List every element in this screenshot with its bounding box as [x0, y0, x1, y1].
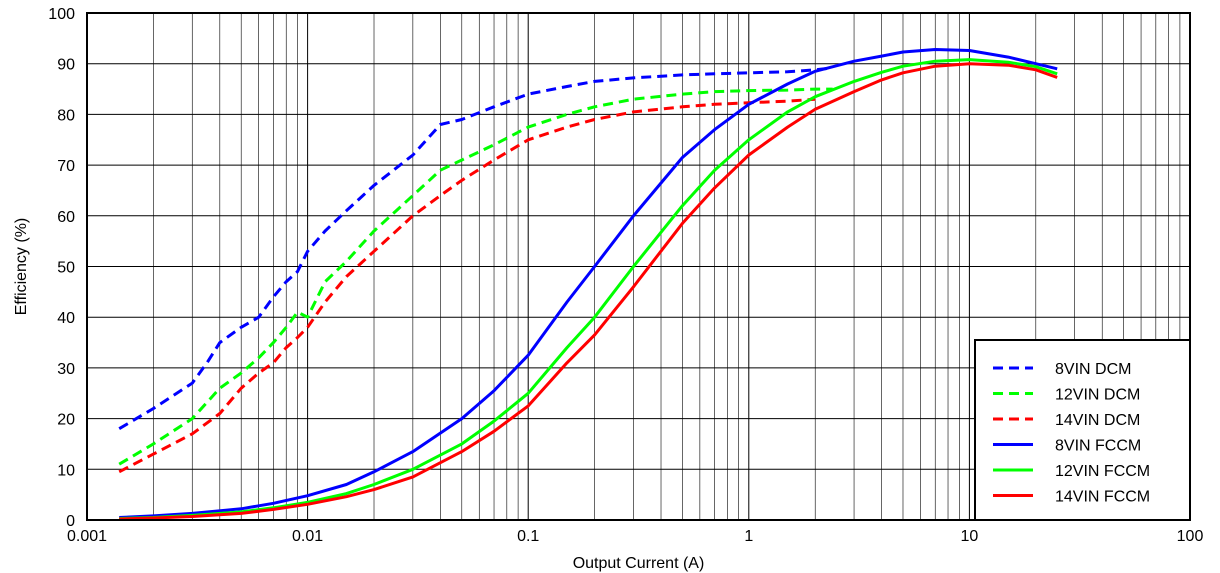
series-line-3	[118, 97, 816, 474]
y-tick-label: 70	[57, 158, 75, 175]
series-line-5	[119, 58, 1058, 520]
x-axis-title: Output Current (A)	[573, 555, 705, 572]
legend-label: 12VIN FCCM	[1055, 463, 1150, 480]
legend-label: 14VIN DCM	[1055, 412, 1140, 429]
y-tick-label: 60	[57, 209, 75, 226]
y-tick-label: 80	[57, 107, 75, 124]
series-line-6	[119, 62, 1058, 521]
y-tick-label: 90	[57, 57, 75, 74]
legend-label: 12VIN DCM	[1055, 387, 1140, 404]
x-axis-ticks: 0.001 0.01 0.1 1 10 100	[67, 528, 1203, 545]
plot-area	[118, 48, 1058, 521]
legend-box	[974, 339, 1191, 521]
y-tick-label: 100	[48, 6, 75, 23]
x-tick-label: 0.001	[67, 528, 107, 545]
series-line-2	[118, 87, 833, 466]
y-tick-label: 30	[57, 361, 75, 378]
y-axis-ticks: 0 10 20 30 40 50 60 70 80 90 100	[48, 6, 75, 530]
x-tick-label: 1	[744, 528, 753, 545]
y-tick-label: 10	[57, 462, 75, 479]
legend: 8VIN DCM 12VIN DCM 14VIN DCM 8VIN FCCM 12VIN…	[974, 339, 1191, 521]
y-tick-label: 50	[57, 260, 75, 277]
y-axis-title: Efficiency (%)	[13, 218, 30, 316]
plot-frame	[86, 12, 1191, 521]
series-line-4	[119, 48, 1058, 519]
y-tick-label: 0	[66, 513, 75, 530]
y-tick-label: 40	[57, 310, 75, 327]
series-line-1	[118, 66, 833, 430]
legend-label: 14VIN FCCM	[1055, 489, 1150, 506]
legend-label: 8VIN FCCM	[1055, 438, 1141, 455]
x-tick-label: 10	[961, 528, 979, 545]
legend-label: 8VIN DCM	[1055, 361, 1131, 378]
x-tick-label: 0.01	[292, 528, 323, 545]
y-tick-label: 20	[57, 412, 75, 429]
x-tick-label: 0.1	[517, 528, 539, 545]
x-tick-label: 100	[1177, 528, 1204, 545]
